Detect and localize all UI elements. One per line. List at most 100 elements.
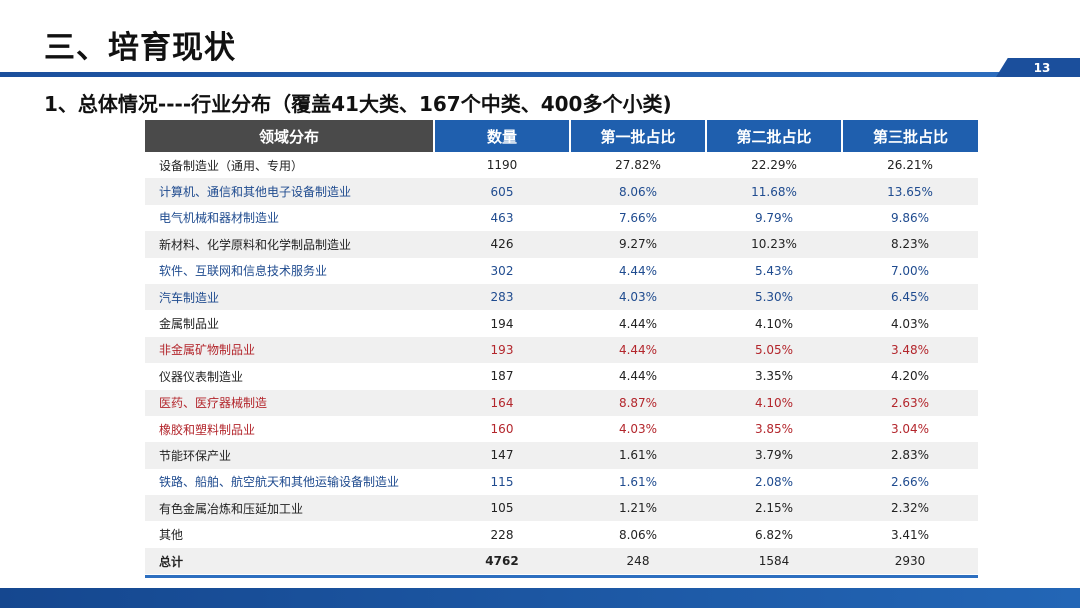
- batch2-cell: 2.15%: [706, 495, 842, 522]
- table-row: 新材料、化学原料和化学制品制造业 426 9.27% 10.23% 8.23%: [145, 231, 978, 258]
- table-body: 设备制造业（通用、专用） 1190 27.82% 22.29% 26.21% 计算机、通信…: [145, 152, 978, 575]
- count-cell: 228: [490, 527, 514, 542]
- header-batch3: 第三批占比: [842, 120, 978, 152]
- count-cell: 605: [434, 178, 570, 205]
- table-row: 铁路、船舶、航空航天和其他运输设备制造业 115 1.61% 2.08% 2.66%: [145, 469, 978, 495]
- domain-cell: 软件、互联网和信息技术服务业: [159, 264, 328, 279]
- table-total-row: 总计 4762 248 1584 2930: [145, 547, 978, 575]
- count-cell: 164: [434, 389, 570, 416]
- batch3-cell: 2930: [842, 547, 978, 575]
- table-row: 软件、互联网和信息技术服务业 302 4.44% 5.43% 7.00%: [145, 258, 978, 284]
- table-row: 医药、医疗器械制造 164 8.87% 4.10% 2.63%: [145, 389, 978, 416]
- table-row: 仪器仪表制造业 187 4.44% 3.35% 4.20%: [145, 363, 978, 389]
- batch1-cell: 248: [570, 547, 706, 575]
- table-row: 橡胶和塑料制品业 160 4.03% 3.85% 3.04%: [145, 416, 978, 442]
- count-cell: 463: [490, 210, 514, 225]
- batch1-cell: 27.82%: [615, 158, 661, 173]
- table-row: 汽车制造业 283 4.03% 5.30% 6.45%: [145, 283, 978, 311]
- batch3-cell: 4.20%: [890, 369, 930, 384]
- domain-cell: 非金属矿物制品业: [145, 336, 434, 364]
- batch2-cell: 3.35%: [754, 369, 794, 384]
- batch3-cell: 4.03%: [890, 316, 930, 331]
- batch3-cell: 6.45%: [842, 283, 978, 311]
- domain-cell: 总计: [145, 547, 434, 575]
- count-cell: 160: [490, 422, 514, 437]
- batch1-cell: 8.06%: [570, 178, 706, 205]
- count-cell: 283: [434, 283, 570, 311]
- header-divider: [0, 72, 1080, 77]
- batch2-cell: 4.10%: [754, 316, 794, 331]
- industry-distribution-table: 领域分布 数量 第一批占比 第二批占比 第三批占比 设备制造业（通用、专用） 11…: [145, 120, 978, 575]
- batch3-cell: 8.23%: [842, 231, 978, 258]
- slide-title: 三、培育现状: [44, 30, 236, 66]
- batch1-cell: 8.06%: [618, 527, 658, 542]
- batch2-cell: 3.79%: [706, 442, 842, 469]
- slide-subtitle: 1、总体情况----行业分布（覆盖41大类、167个中类、400多个小类): [44, 92, 672, 116]
- count-cell: 426: [434, 231, 570, 258]
- table-row: 其他 228 8.06% 6.82% 3.41%: [145, 521, 978, 547]
- batch1-cell: 4.44%: [618, 316, 658, 331]
- table-row: 设备制造业（通用、专用） 1190 27.82% 22.29% 26.21%: [145, 152, 978, 178]
- domain-cell: 有色金属冶炼和压延加工业: [145, 495, 434, 522]
- batch1-cell: 1.61%: [618, 474, 658, 489]
- table-row: 电气机械和器材制造业 463 7.66% 9.79% 9.86%: [145, 205, 978, 231]
- count-cell: 302: [490, 263, 514, 278]
- batch1-cell: 1.21%: [570, 495, 706, 522]
- count-cell: 147: [434, 442, 570, 469]
- batch1-cell: 8.87%: [570, 389, 706, 416]
- count-cell: 194: [490, 316, 514, 331]
- header-count: 数量: [434, 120, 571, 152]
- batch1-cell: 4.03%: [570, 283, 706, 311]
- page-number: 13: [996, 58, 1080, 77]
- batch2-cell: 4.10%: [706, 389, 842, 416]
- table-row: 有色金属冶炼和压延加工业 105 1.21% 2.15% 2.32%: [145, 495, 978, 522]
- domain-cell: 电气机械和器材制造业: [159, 211, 280, 226]
- batch3-cell: 2.32%: [842, 495, 978, 522]
- batch2-cell: 9.79%: [754, 210, 794, 225]
- domain-cell: 计算机、通信和其他电子设备制造业: [145, 178, 434, 205]
- batch3-cell: 2.63%: [842, 389, 978, 416]
- batch2-cell: 5.05%: [706, 336, 842, 364]
- domain-cell: 医药、医疗器械制造: [145, 389, 434, 416]
- footer-bar: [0, 588, 1080, 608]
- batch2-cell: 2.08%: [754, 474, 794, 489]
- batch3-cell: 3.48%: [842, 336, 978, 364]
- header-batch1: 第一批占比: [570, 120, 707, 152]
- count-cell: 4762: [434, 547, 570, 575]
- count-cell: 193: [434, 336, 570, 364]
- batch3-cell: 2.66%: [890, 474, 930, 489]
- batch1-cell: 4.44%: [618, 369, 658, 384]
- header-domain: 领域分布: [145, 120, 435, 152]
- count-cell: 1190: [486, 158, 518, 173]
- batch3-cell: 3.04%: [890, 422, 930, 437]
- domain-cell: 橡胶和塑料制品业: [159, 422, 256, 437]
- table-header-row: 领域分布 数量 第一批占比 第二批占比 第三批占比: [145, 120, 978, 152]
- batch2-cell: 11.68%: [706, 178, 842, 205]
- count-cell: 187: [490, 369, 514, 384]
- batch3-cell: 26.21%: [887, 158, 933, 173]
- domain-cell: 仪器仪表制造业: [159, 369, 244, 384]
- batch1-cell: 4.44%: [618, 263, 658, 278]
- batch1-cell: 7.66%: [618, 210, 658, 225]
- batch2-cell: 5.30%: [706, 283, 842, 311]
- count-cell: 105: [434, 495, 570, 522]
- header-batch2: 第二批占比: [706, 120, 843, 152]
- batch1-cell: 1.61%: [570, 442, 706, 469]
- domain-cell: 金属制品业: [159, 317, 220, 332]
- table-row: 金属制品业 194 4.44% 4.10% 4.03%: [145, 310, 978, 336]
- batch3-cell: 3.41%: [890, 527, 930, 542]
- batch3-cell: 7.00%: [890, 263, 930, 278]
- domain-cell: 设备制造业（通用、专用）: [159, 158, 304, 173]
- domain-cell: 铁路、船舶、航空航天和其他运输设备制造业: [159, 475, 400, 490]
- batch2-cell: 5.43%: [754, 263, 794, 278]
- batch2-cell: 6.82%: [754, 527, 794, 542]
- batch1-cell: 4.44%: [570, 336, 706, 364]
- table-row: 计算机、通信和其他电子设备制造业 605 8.06% 11.68% 13.65%: [145, 178, 978, 205]
- table-row: 节能环保产业 147 1.61% 3.79% 2.83%: [145, 442, 978, 469]
- batch1-cell: 9.27%: [570, 231, 706, 258]
- batch3-cell: 9.86%: [890, 210, 930, 225]
- batch2-cell: 1584: [706, 547, 842, 575]
- table-bottom-line: [145, 575, 978, 578]
- domain-cell: 其他: [159, 528, 184, 543]
- batch3-cell: 13.65%: [842, 178, 978, 205]
